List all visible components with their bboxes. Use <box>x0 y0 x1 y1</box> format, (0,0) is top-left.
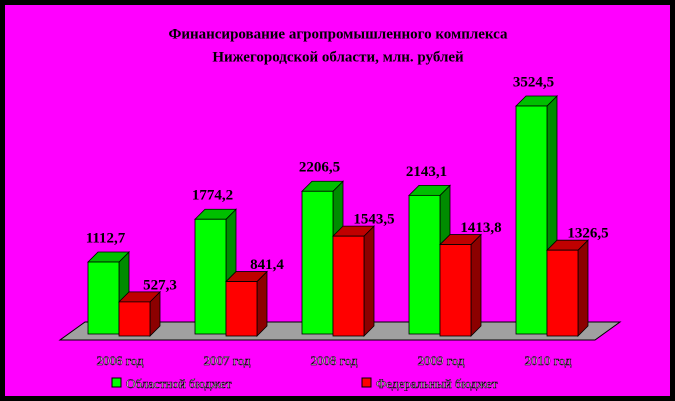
bar-side <box>256 270 268 337</box>
value-label: 1774,2 <box>192 188 233 204</box>
bar <box>546 249 579 337</box>
legend-label: Федеральный бюджет <box>376 376 498 391</box>
x-tick-label: 2009 год <box>418 353 465 368</box>
bar <box>439 244 472 337</box>
bar <box>118 301 151 337</box>
bar <box>87 261 120 335</box>
value-label: 3524,5 <box>513 74 554 90</box>
value-label: 1413,8 <box>460 220 501 236</box>
value-label: 1112,7 <box>86 230 126 246</box>
value-label: 1543,5 <box>353 212 394 228</box>
bar <box>301 190 334 335</box>
bar-side <box>577 239 589 337</box>
bar-side <box>470 233 482 337</box>
value-label: 841,4 <box>250 257 284 273</box>
legend-swatch <box>111 377 122 388</box>
value-label: 2206,5 <box>299 160 340 176</box>
legend-label: Областной бюджет <box>126 376 232 391</box>
legend-swatch <box>361 377 372 388</box>
bar-side <box>363 225 375 337</box>
x-tick-label: 2006 год <box>97 353 144 368</box>
bar <box>515 105 548 335</box>
chart-title: Финансирование агропромышленного комплек… <box>168 26 508 42</box>
value-label: 2143,1 <box>406 164 447 180</box>
value-label: 527,3 <box>143 277 177 293</box>
bar <box>408 194 441 335</box>
x-tick-label: 2007 год <box>204 353 251 368</box>
x-tick-label: 2008 год <box>311 353 358 368</box>
x-tick-label: 2010 год <box>525 353 572 368</box>
chart-subtitle: Нижегородской области, млн. рублей <box>212 49 464 65</box>
bar <box>194 218 227 335</box>
bar <box>225 281 258 337</box>
bar <box>332 235 365 337</box>
value-label: 1326,5 <box>567 226 608 242</box>
